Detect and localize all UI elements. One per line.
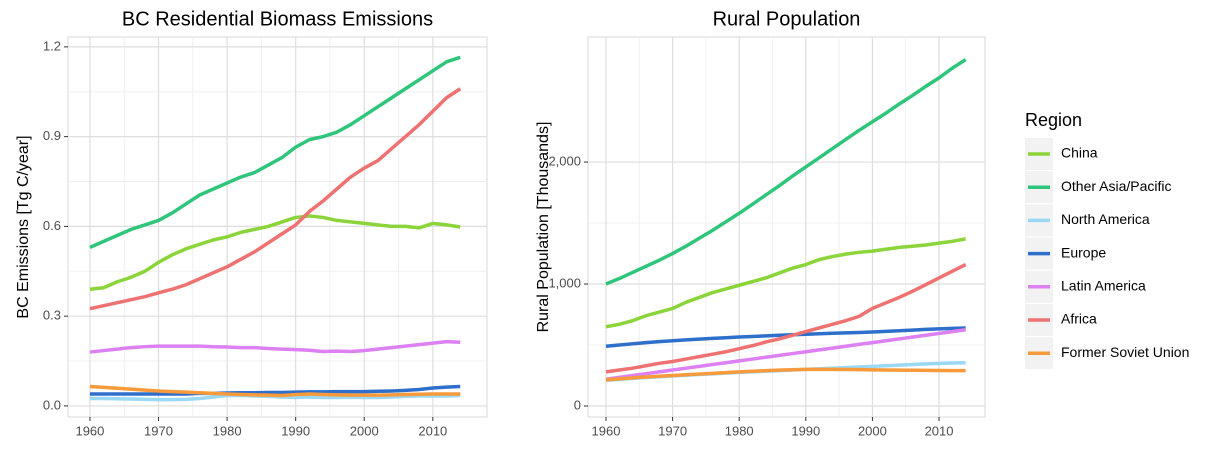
x-tick-label: 1970 (144, 423, 173, 438)
legend-label: North America (1061, 211, 1150, 227)
y-axis-title: BC Emissions [Tg C/year] (15, 135, 32, 318)
legend-label: Other Asia/Pacific (1061, 178, 1172, 194)
legend-label: Africa (1061, 311, 1097, 327)
series-line (89, 55, 461, 249)
series-line (89, 339, 461, 354)
y-tick-label: 0.3 (43, 308, 61, 323)
x-tick-label: 2000 (350, 423, 379, 438)
legend-label: China (1061, 145, 1098, 161)
y-tick-label: 0.0 (43, 397, 61, 412)
y-tick-label: 0 (574, 397, 581, 412)
series-line (89, 87, 462, 311)
x-tick-label: 1990 (791, 423, 820, 438)
x-tick-label: 1990 (281, 423, 310, 438)
legend-label: Latin America (1061, 278, 1146, 294)
series-line (605, 328, 966, 381)
plot-panel (587, 36, 986, 418)
x-tick-label: 2000 (858, 423, 887, 438)
series-line (89, 384, 461, 396)
x-tick-label: 1970 (658, 423, 687, 438)
legend-title: Region (1025, 110, 1082, 130)
y-tick-label: 0.9 (43, 128, 61, 143)
legend-label: Former Soviet Union (1061, 344, 1189, 360)
x-tick-label: 1980 (213, 423, 242, 438)
x-tick-label: 1980 (725, 423, 754, 438)
y-tick-label: 0.6 (43, 218, 61, 233)
series-line (605, 367, 966, 382)
y-tick-label: 2,000 (548, 153, 581, 168)
x-tick-label: 1960 (75, 423, 104, 438)
y-tick-label: 1.2 (43, 38, 61, 53)
series-line (89, 214, 461, 291)
series-line (605, 326, 966, 348)
y-axis-title: Rural Population [Thousands] (535, 122, 552, 333)
chart-title: BC Residential Biomass Emissions (122, 8, 433, 30)
x-tick-label: 2010 (418, 423, 447, 438)
series-line (605, 58, 967, 286)
y-tick-label: 1,000 (548, 275, 581, 290)
series-line (605, 237, 966, 329)
chart-title: Rural Population (713, 8, 861, 30)
legend-label: Europe (1061, 244, 1106, 260)
series-line (89, 384, 461, 398)
series-line (605, 262, 967, 374)
x-tick-label: 1960 (592, 423, 621, 438)
x-tick-label: 2010 (925, 423, 954, 438)
